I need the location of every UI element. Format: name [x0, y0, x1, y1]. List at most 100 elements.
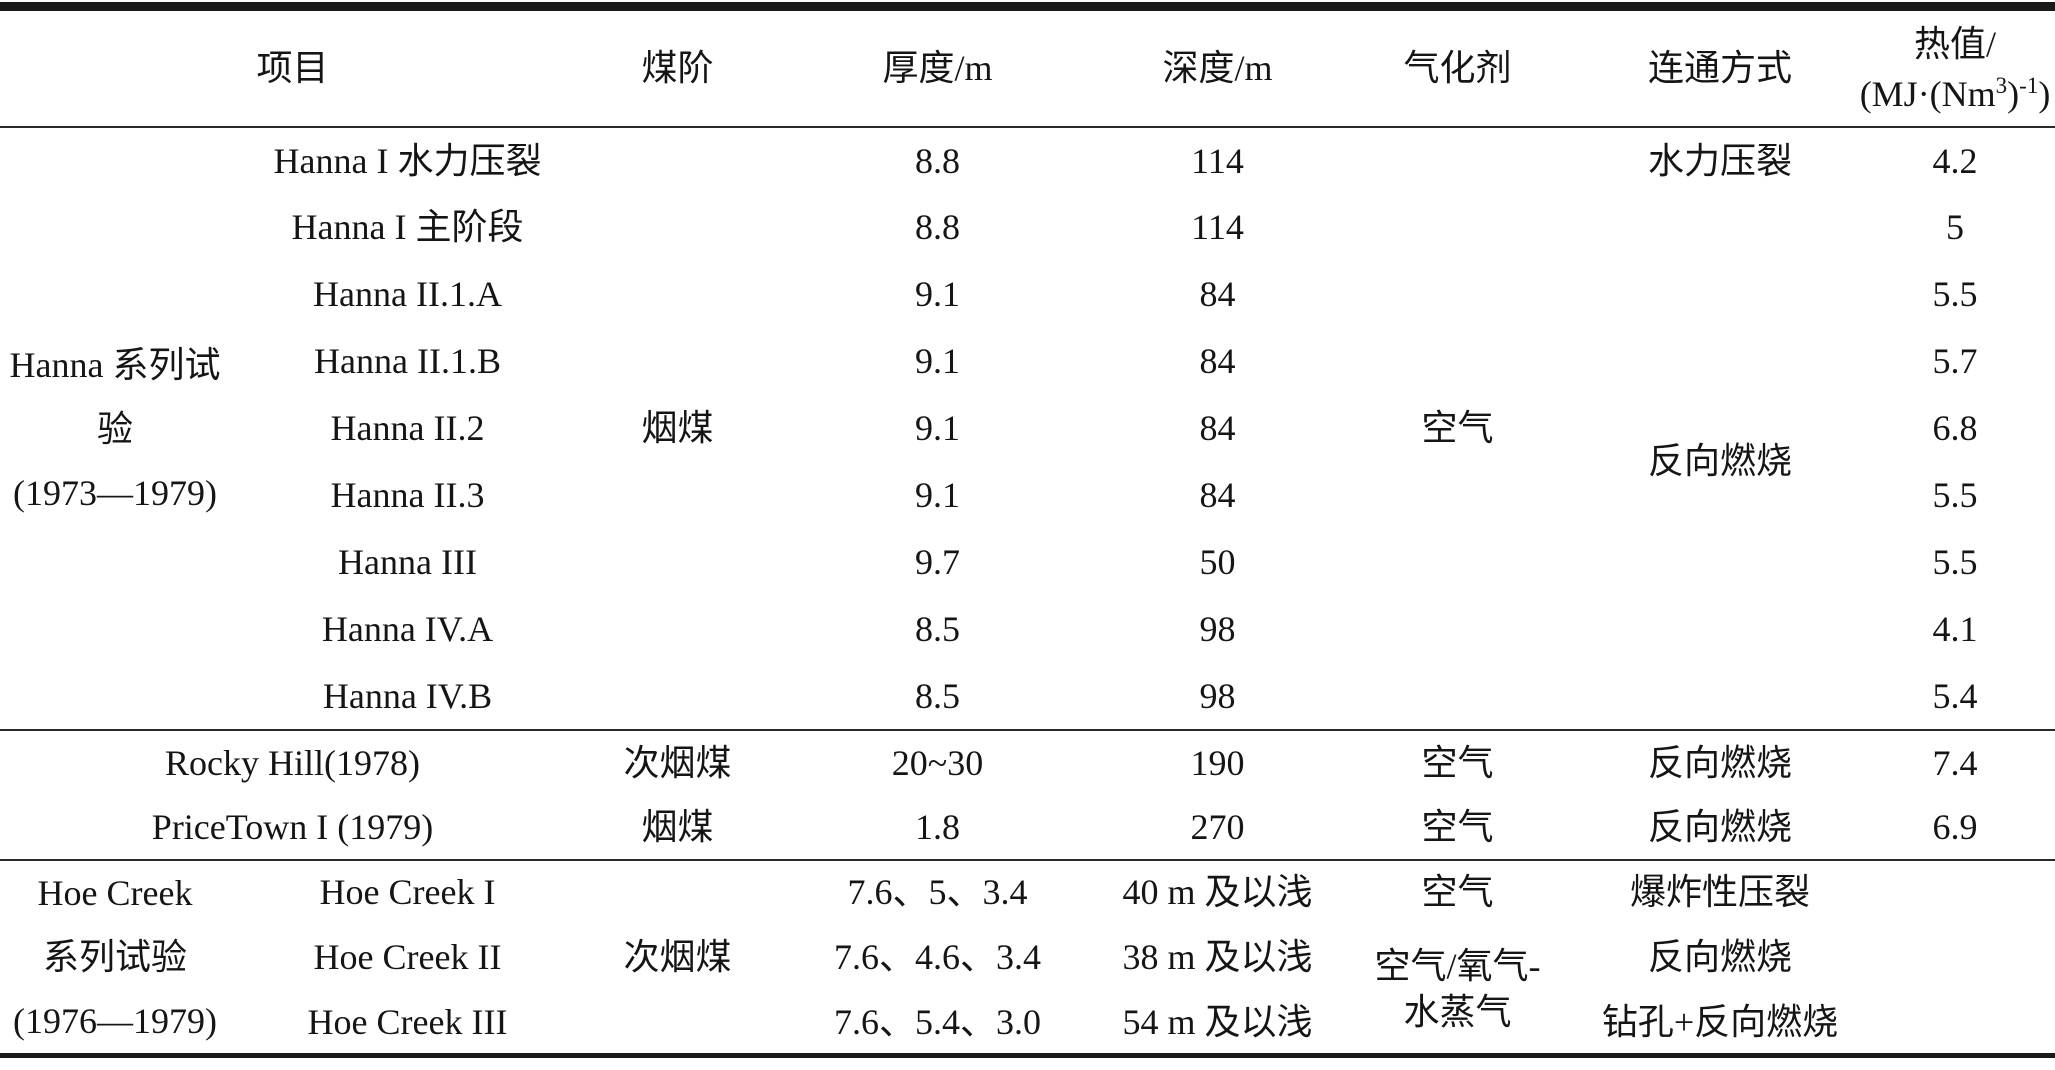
table-row: Hoe Creek III 7.6、5.4、3.0 54 m 及以浅 钻孔+反向…	[0, 992, 2055, 1056]
agent-cell: 空气	[1330, 859, 1586, 924]
depth-cell: 40 m 及以浅	[1105, 859, 1331, 924]
depth-cell: 84	[1199, 475, 1236, 516]
thickness-cell: 20~30	[770, 729, 1106, 795]
test-name-cell: Hanna II.3	[330, 475, 485, 516]
linking-cell: 钻孔+反向燃烧	[1601, 1001, 1839, 1042]
linking-cell: 反向燃烧	[1585, 729, 1856, 795]
header-heating-value: 热值/ (MJ·(Nm3)-1)	[1855, 6, 2055, 128]
heating-value-unit: (MJ·(Nm3)-1)	[1859, 72, 2051, 114]
thickness-cell: 9.1	[915, 475, 961, 516]
heating-value-cell: 5.4	[1932, 675, 1978, 716]
heating-value-cell: 5.5	[1932, 542, 1978, 583]
thickness-cell: 8.5	[915, 609, 961, 650]
test-name-cell: Hanna II.1.B	[314, 341, 501, 382]
test-name-cell: Hanna II.2	[330, 408, 485, 449]
header-row: 项目 煤阶 厚度/m 深度/m 气化剂 连通方式 热值/ (MJ·(Nm3)-1…	[0, 6, 2055, 128]
coal-rank-cell: 烟煤	[641, 806, 714, 847]
agent-cell: 空气	[1330, 729, 1586, 795]
linking-cell: 反向燃烧	[1648, 937, 1793, 978]
header-depth: 深度/m	[1105, 6, 1331, 128]
depth-cell: 38 m 及以浅	[1122, 937, 1313, 978]
project-group-cell: Hoe Creek 系列试验 (1976—1979)	[0, 859, 230, 1056]
depth-cell: 114	[1191, 140, 1244, 181]
linking-cell: 水力压裂	[1648, 140, 1793, 181]
test-name-cell: Hanna I 主阶段	[291, 207, 524, 248]
depth-cell: 270	[1190, 806, 1245, 847]
table-row: Hanna II.3 9.1 84 5.5	[0, 462, 2055, 529]
thickness-cell: 7.6、4.6、3.4	[834, 937, 1042, 978]
depth-cell: 84	[1199, 408, 1236, 449]
depth-cell: 50	[1199, 542, 1236, 583]
heating-value-cell: 6.8	[1932, 408, 1978, 449]
header-gasifying-agent: 气化剂	[1330, 6, 1586, 128]
depth-cell: 54 m 及以浅	[1122, 1001, 1313, 1042]
heating-value-cell: 5.7	[1932, 341, 1978, 382]
table-row: Hanna II.1.A 9.1 84 5.5	[0, 261, 2055, 328]
heating-value-cell	[1855, 859, 2055, 924]
table-row: PriceTown I (1979) 烟煤 1.8 270 空气 反向燃烧 6.…	[0, 795, 2055, 860]
coal-rank-cell: 次烟煤	[585, 729, 771, 795]
linking-cell: 爆炸性压裂	[1585, 859, 1856, 924]
thickness-cell: 1.8	[915, 806, 961, 847]
header-coal-rank: 煤阶	[585, 6, 771, 128]
depth-cell: 98	[1199, 609, 1236, 650]
agent-cell: 空气/氧气- 水蒸气	[1374, 945, 1541, 1032]
heating-value-title: 热值/	[1914, 23, 1997, 64]
header-linking-method: 连通方式	[1585, 6, 1856, 128]
thickness-cell: 9.1	[915, 274, 961, 315]
table-row: Rocky Hill(1978) 次烟煤 20~30 190 空气 反向燃烧 7…	[0, 729, 2055, 795]
table-row: Hanna III 9.7 50 5.5	[0, 529, 2055, 596]
test-name-cell: Hanna IV.B	[322, 675, 493, 716]
heating-value-cell	[1855, 924, 2055, 992]
test-name-cell: Hoe Creek II	[313, 937, 502, 978]
table-row: Hoe Creek 系列试验 (1976—1979) Hoe Creek I 次…	[0, 859, 2055, 1056]
table-row: Hoe Creek II 7.6、4.6、3.4 38 m 及以浅 空气/氧气-…	[0, 924, 2055, 1031]
table-row: Hanna I 主阶段 8.8 114 反向燃烧 5	[0, 194, 2055, 481]
test-name-cell: PriceTown I (1979)	[151, 806, 434, 847]
project-group-cell: Hanna 系列试验 (1973—1979)	[9, 344, 221, 513]
header-project: 项目	[0, 6, 586, 128]
heating-value-cell: 5.5	[1932, 475, 1978, 516]
table-row: Hanna II.1.B 9.1 84 5.7	[0, 328, 2055, 395]
heating-value-cell: 4.1	[1932, 609, 1978, 650]
heating-value-cell: 5	[1946, 207, 1965, 248]
depth-cell: 98	[1199, 675, 1236, 716]
test-name-cell: Hanna I 水力压裂	[273, 140, 542, 181]
test-name-cell: Hanna IV.A	[321, 609, 494, 650]
table-row: Hanna IV.B 8.5 98 5.4	[0, 663, 2055, 730]
thickness-cell: 7.6、5、3.4	[770, 859, 1106, 924]
linking-cell: 反向燃烧	[1648, 441, 1793, 482]
table-row: Hanna II.2 9.1 84 6.8	[0, 395, 2055, 462]
coal-rank-cell: 次烟煤	[585, 859, 771, 1056]
test-name-cell: Hanna II.1.A	[313, 274, 502, 315]
linking-cell: 反向燃烧	[1648, 806, 1793, 847]
test-name-cell: Hoe Creek III	[307, 1001, 508, 1042]
agent-cell: 空气	[1421, 408, 1494, 449]
depth-cell: 84	[1199, 274, 1236, 315]
thickness-cell: 8.5	[915, 675, 961, 716]
thickness-cell: 9.1	[915, 408, 961, 449]
thickness-cell: 8.8	[915, 207, 961, 248]
thickness-cell: 8.8	[915, 140, 961, 181]
table-row: Hanna 系列试验 (1973—1979) Hanna I 水力压裂 烟煤 8…	[0, 127, 2055, 513]
heating-value-cell: 7.4	[1855, 729, 2055, 795]
test-name-cell: Hoe Creek I	[230, 859, 586, 924]
test-name-cell: Rocky Hill(1978)	[0, 729, 586, 795]
test-name-cell: Hanna III	[338, 542, 477, 583]
table-row: Hanna IV.A 8.5 98 4.1	[0, 596, 2055, 663]
thickness-cell: 9.1	[915, 341, 961, 382]
heating-value-cell: 6.9	[1932, 806, 1978, 847]
thickness-cell: 7.6、5.4、3.0	[834, 1001, 1042, 1042]
depth-cell: 190	[1105, 729, 1331, 795]
depth-cell: 84	[1199, 341, 1236, 382]
depth-cell: 114	[1191, 207, 1244, 248]
heating-value-cell	[1855, 992, 2055, 1056]
header-thickness: 厚度/m	[770, 6, 1106, 128]
coal-rank-cell: 烟煤	[641, 408, 714, 449]
heating-value-cell: 5.5	[1932, 274, 1978, 315]
heating-value-cell: 4.2	[1932, 140, 1978, 181]
thickness-cell: 9.7	[915, 542, 961, 583]
agent-cell: 空气	[1421, 806, 1494, 847]
